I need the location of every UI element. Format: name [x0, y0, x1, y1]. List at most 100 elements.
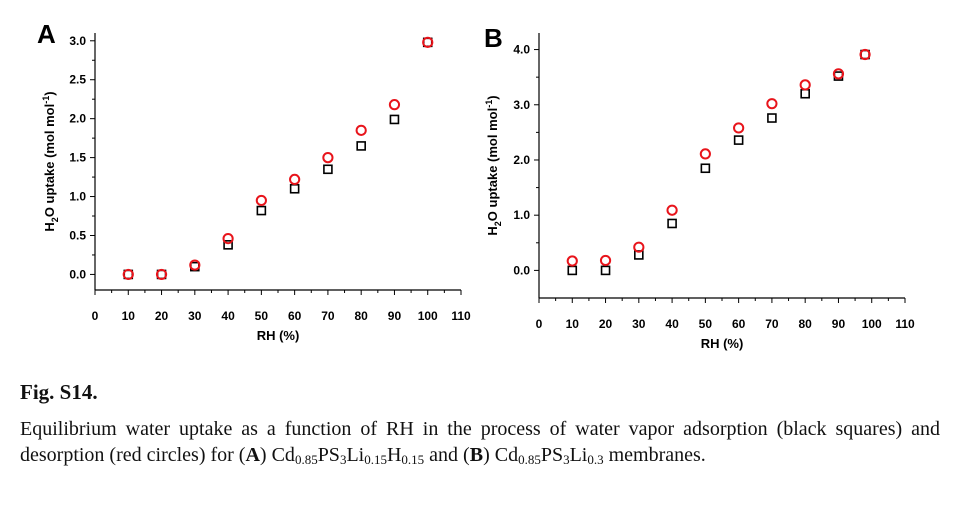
panel-label: B: [484, 23, 503, 53]
y-axis-label-part: -1: [41, 96, 51, 104]
x-tick-label: 80: [799, 317, 813, 331]
chart-canvas: A0 10 20 30 40 50 60 70 80 90 100 1100.00.51.01.52.…: [37, 19, 915, 351]
adsorption-point: [323, 164, 333, 175]
desorption-point: [388, 99, 401, 111]
formula-a: Cd0.85PS3Li0.15H0.15: [272, 444, 425, 466]
adsorption-point: [389, 114, 400, 125]
formula-b: Cd0.85PS3Li0.3: [495, 444, 604, 466]
x-tick-label: 100: [418, 309, 438, 323]
x-tick-label: 20: [155, 309, 169, 323]
x-tick-label: 30: [188, 309, 202, 323]
formula_a-part: 0.85: [294, 452, 318, 467]
figure-caption: Equilibrium water uptake as a function o…: [20, 416, 940, 468]
y-axis-label-part: 2: [493, 221, 503, 226]
desorption-point: [155, 268, 168, 281]
desorption-point: [289, 173, 301, 186]
y-tick-label: 1.0: [69, 190, 86, 204]
desorption-point: [633, 241, 645, 253]
x-tick-label: 50: [255, 309, 269, 323]
adsorption-point: [733, 135, 744, 145]
y-axis-label-part: O uptake (mol mol: [485, 108, 500, 221]
desorption-point: [255, 194, 267, 207]
y-axis-label-part: ): [485, 95, 500, 99]
desorption-point: [733, 122, 745, 134]
y-axis-label-part: -1: [484, 100, 494, 108]
desorption-point: [832, 68, 845, 80]
adsorption-point: [700, 163, 711, 174]
chart-panel-a: A 0 10 20 30 40 50 60 70 80 90 100 110 0.0 0.5 1.0 1.5 2.…: [37, 19, 471, 343]
formula_a-part: PS: [317, 444, 340, 466]
adsorption-point: [256, 205, 267, 216]
y-tick-label: 3.0: [69, 34, 86, 48]
formula_b-part: 0.85: [518, 452, 541, 467]
y-tick-label: 2.0: [69, 112, 86, 126]
y-axis-label: H2O uptake (mol mol-1): [41, 91, 60, 231]
figure-area: A 0 10 20 30 40 50 60 70 80 90 100 110 0.0 0.5 1.0 1.5 2.…: [37, 19, 915, 351]
formula_a-part: 3: [339, 452, 347, 467]
x-tick-label: 70: [765, 317, 779, 331]
formula_a-part: Cd: [271, 444, 295, 466]
x-tick-label: 90: [832, 317, 846, 331]
desorption-point: [666, 204, 678, 216]
x-tick-label: 70: [321, 309, 335, 323]
x-tick-label: 40: [665, 317, 679, 331]
formula_a-part: 0.15: [401, 452, 425, 467]
formula_a-part: Li: [346, 444, 365, 466]
x-tick-label: 90: [388, 309, 402, 323]
desorption-point: [699, 148, 711, 160]
x-tick-label: 0: [92, 309, 99, 323]
y-tick-label: 0.5: [69, 228, 86, 242]
y-axis-label-part: 2: [50, 217, 60, 222]
y-tick-label: 0.0: [69, 267, 86, 281]
desorption-point: [222, 233, 234, 245]
adsorption-point: [223, 240, 233, 250]
caption-text-end: membranes.: [603, 444, 706, 466]
y-axis-label-part: H: [42, 222, 57, 231]
adsorption-point: [289, 183, 300, 194]
desorption-point: [422, 36, 434, 48]
y-tick-label: 4.0: [513, 43, 530, 57]
adsorption-point: [356, 141, 366, 151]
y-axis-label-part: O uptake (mol mol: [42, 104, 57, 217]
y-axis-label-part: H: [485, 226, 500, 235]
desorption-point: [799, 79, 811, 91]
adsorption-point: [600, 265, 611, 276]
caption-text-mid-a: ): [259, 444, 272, 466]
desorption-point: [766, 98, 778, 110]
x-tick-label: 110: [451, 309, 471, 323]
chart-panel-b: B 0 10 20 30 40 50 60 70 80 90 100 110 0.0 1.0 2.0 3.0 4.…: [484, 23, 915, 351]
x-tick-label: 60: [732, 317, 746, 331]
adsorption-point: [800, 88, 810, 99]
desorption-point: [355, 124, 367, 136]
desorption-point: [859, 48, 871, 61]
caption-text-mid-b: ): [483, 444, 495, 466]
x-tick-label: 30: [632, 317, 646, 331]
formula_b-part: Li: [569, 444, 588, 466]
adsorption-point: [767, 113, 777, 123]
x-axis-label: RH (%): [701, 336, 744, 351]
caption-mark-b: B: [469, 444, 484, 466]
y-tick-label: 0.0: [513, 263, 530, 277]
x-tick-label: 60: [288, 309, 302, 323]
adsorption-point: [567, 265, 578, 276]
desorption-point: [122, 268, 134, 281]
formula_b-part: 3: [563, 452, 570, 467]
x-tick-label: 10: [122, 309, 136, 323]
desorption-point: [189, 259, 201, 271]
formula_b-part: 0.3: [587, 452, 604, 467]
y-tick-label: 3.0: [513, 98, 530, 112]
adsorption-point: [667, 218, 677, 229]
caption-mark-a: A: [245, 444, 260, 466]
figure-label: Fig. S14.: [20, 380, 98, 404]
x-tick-label: 110: [895, 317, 915, 331]
x-tick-label: 20: [599, 317, 613, 331]
x-tick-label: 80: [355, 309, 369, 323]
x-tick-label: 10: [566, 317, 580, 331]
x-tick-label: 40: [221, 309, 235, 323]
caption-text-and: and (: [424, 444, 470, 466]
caption-text-start: Equilibrium water uptake as a function o…: [20, 418, 940, 466]
formula_b-part: PS: [540, 444, 564, 466]
y-tick-label: 1.5: [69, 151, 86, 165]
formula_b-part: Cd: [494, 444, 519, 466]
y-axis-label: H2O uptake (mol mol-1): [484, 95, 503, 235]
